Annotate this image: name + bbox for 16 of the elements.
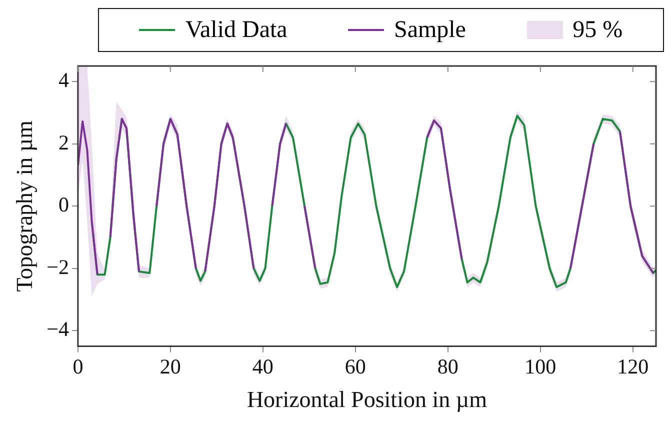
x-tick-label: 100 — [524, 354, 556, 378]
x-tick-label: 60 — [344, 354, 366, 378]
x-tick-label: 120 — [617, 354, 649, 378]
x-tick-label: 20 — [160, 354, 181, 378]
y-tick-label: −2 — [46, 254, 69, 279]
y-axis-title: Topography in µm — [12, 120, 37, 292]
x-tick-label: 80 — [437, 354, 458, 378]
legend-label: Valid Data — [185, 16, 288, 44]
y-tick-label: 4 — [58, 68, 70, 92]
y-tick-label: 0 — [58, 192, 69, 217]
y-tick-label: −4 — [46, 317, 70, 342]
y-tick-label: 2 — [58, 130, 69, 154]
x-axis-title: Horizontal Position in µm — [246, 387, 488, 412]
x-tick-label: 40 — [252, 354, 274, 378]
legend-label: Sample — [394, 16, 466, 44]
text: 95 % — [572, 16, 623, 44]
